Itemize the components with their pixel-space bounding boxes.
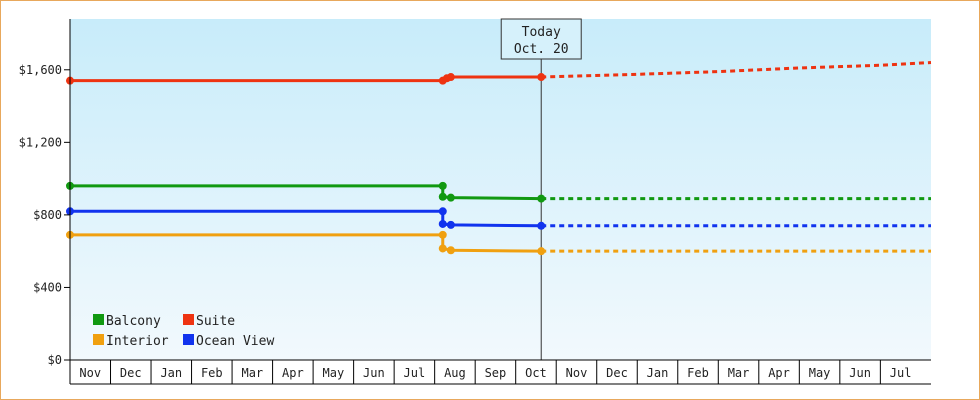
data-point-suite <box>446 73 455 82</box>
legend-label-balcony: Balcony <box>106 314 161 329</box>
x-tick-label: Jun <box>849 366 871 380</box>
today-label-line1: Today <box>522 25 561 40</box>
data-point-interior <box>438 244 447 253</box>
x-tick-label: Feb <box>687 366 709 380</box>
legend-swatch-suite <box>183 314 194 325</box>
y-tick-label: $0 <box>48 353 62 367</box>
y-tick-label: $800 <box>33 208 62 222</box>
data-point-balcony <box>446 193 455 202</box>
data-point-interior <box>537 247 546 256</box>
x-tick-label: Apr <box>768 366 790 380</box>
y-tick-label: $1,600 <box>19 63 62 77</box>
today-label-line2: Oct. 20 <box>514 42 569 57</box>
x-tick-label: Nov <box>79 366 101 380</box>
y-tick-label: $1,200 <box>19 135 62 149</box>
x-tick-label: Jan <box>647 366 669 380</box>
legend-swatch-ocean-view <box>183 334 194 345</box>
data-point-balcony <box>537 194 546 203</box>
x-tick-label: Aug <box>444 366 466 380</box>
x-tick-label: Mar <box>241 366 263 380</box>
legend-swatch-interior <box>93 334 104 345</box>
x-tick-label: May <box>323 366 345 380</box>
data-point-balcony <box>438 181 447 190</box>
data-point-balcony <box>438 192 447 201</box>
x-tick-label: Jun <box>363 366 385 380</box>
forecast-line-suite <box>541 61 932 79</box>
x-tick-label: Dec <box>606 366 628 380</box>
x-tick-label: Mar <box>728 366 750 380</box>
today-label-box <box>500 18 582 60</box>
data-point-ocean-view <box>438 219 447 228</box>
legend-label-suite: Suite <box>196 314 235 329</box>
data-point-interior <box>446 246 455 255</box>
legend-label-interior: Interior <box>106 334 169 349</box>
data-point-suite <box>537 73 546 82</box>
data-point-ocean-view <box>438 207 447 216</box>
data-point-ocean-view <box>537 221 546 230</box>
x-tick-label: Oct <box>525 366 547 380</box>
x-tick-label: Dec <box>120 366 142 380</box>
legend-label-ocean-view: Ocean View <box>196 334 274 349</box>
x-tick-label: Jul <box>404 366 426 380</box>
x-tick-label: Sep <box>485 366 507 380</box>
x-tick-label: Jul <box>890 366 912 380</box>
x-tick-label: Feb <box>201 366 223 380</box>
legend-swatch-balcony <box>93 314 104 325</box>
x-tick-label: Apr <box>282 366 304 380</box>
x-tick-label: Nov <box>566 366 588 380</box>
data-point-interior <box>438 230 447 239</box>
y-tick-label: $400 <box>33 280 62 294</box>
data-point-ocean-view <box>446 220 455 229</box>
x-tick-label: Jan <box>160 366 182 380</box>
x-tick-label: May <box>809 366 831 380</box>
plot-area <box>70 19 931 360</box>
